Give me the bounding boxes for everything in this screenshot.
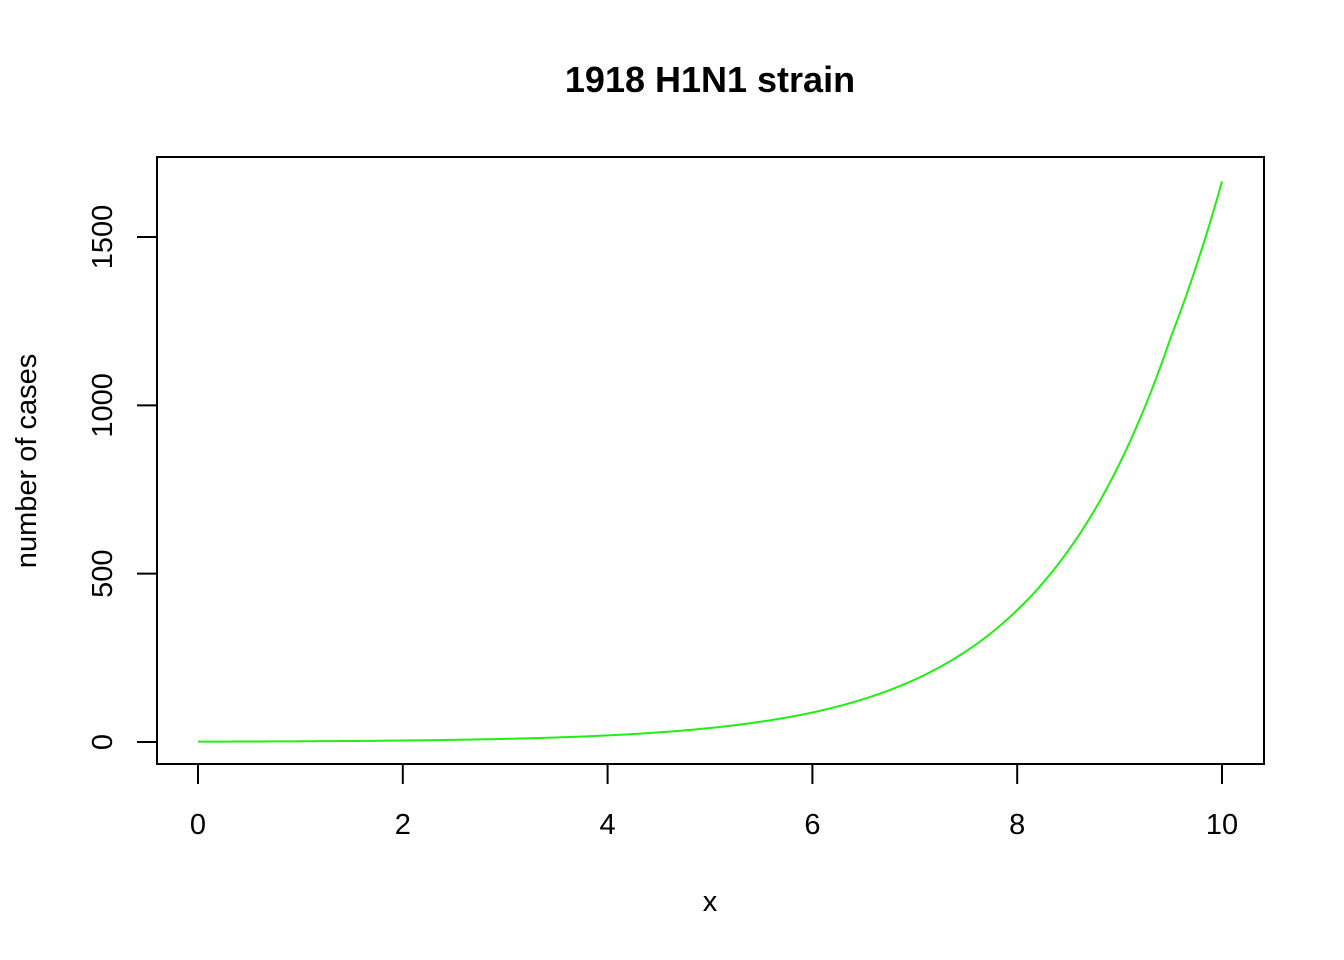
plot-frame [156,156,1265,765]
y-tick-label: 500 [87,549,119,597]
x-tick-label: 4 [600,809,616,841]
x-tick-label: 8 [1009,809,1025,841]
y-axis: 0 500 1000 1500 [87,205,158,750]
x-axis: 0 2 4 6 8 10 [190,763,1238,841]
x-tick-label: 6 [804,809,820,841]
y-tick-label: 1000 [87,373,119,438]
y-axis-label: number of cases [11,354,43,568]
chart-title: 1918 H1N1 strain [565,59,855,100]
series-layer [197,181,1223,743]
y-tick-label: 1500 [87,205,119,270]
x-tick-label: 10 [1206,809,1238,841]
x-axis-label: x [703,886,718,918]
x-tick-label: 0 [190,809,206,841]
x-tick-label: 2 [395,809,411,841]
series-line [197,181,1223,743]
y-tick-label: 0 [87,734,119,750]
